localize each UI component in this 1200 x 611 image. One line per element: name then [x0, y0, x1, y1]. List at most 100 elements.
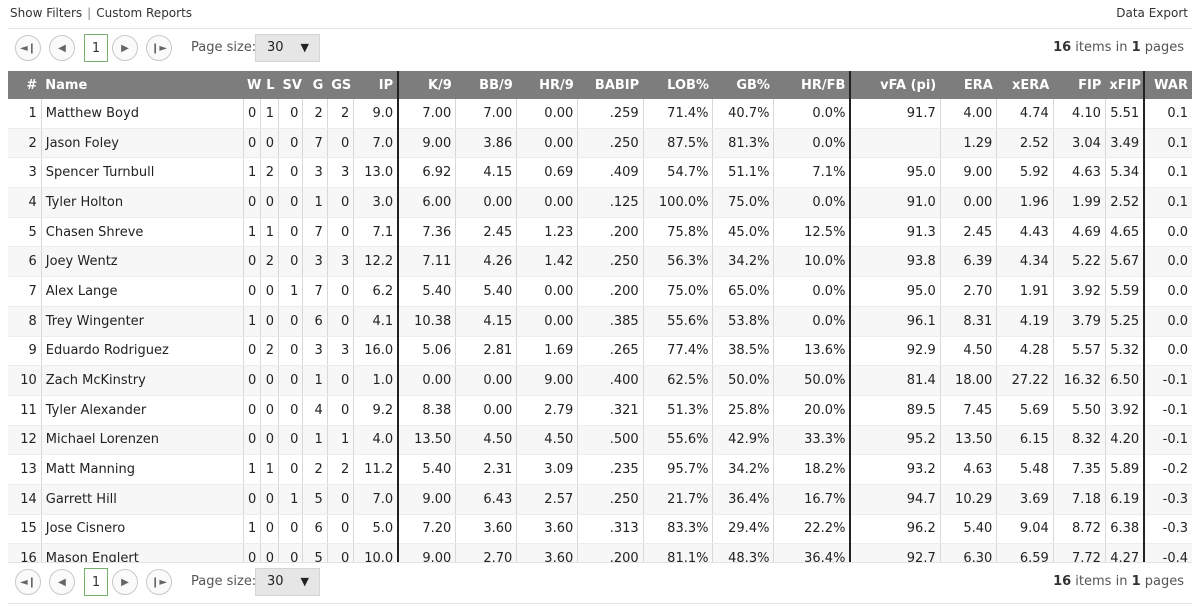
- cell-k-9: 6.92: [398, 157, 457, 189]
- current-page-number[interactable]: 1: [84, 568, 108, 596]
- cell-era: 0.00: [940, 187, 998, 218]
- cell-war: 0.1: [1144, 99, 1192, 129]
- player-name-link[interactable]: Zach McKinstry: [41, 365, 244, 396]
- cell-g: 3: [302, 157, 328, 189]
- cell-l: 0: [260, 128, 279, 159]
- player-name-link[interactable]: Jason Foley: [41, 128, 244, 159]
- cell-babip: .400: [577, 365, 644, 396]
- cell-fip: 4.69: [1053, 217, 1106, 248]
- player-name-link[interactable]: Matt Manning: [41, 454, 244, 485]
- column-header-bb-9[interactable]: BB/9: [455, 71, 517, 99]
- page-size-select[interactable]: 30 ▼: [255, 34, 320, 62]
- data-export-link[interactable]: Data Export: [1116, 6, 1188, 20]
- player-name-link[interactable]: Alex Lange: [41, 276, 244, 307]
- prev-page-icon[interactable]: ◀: [49, 569, 75, 595]
- cell-vfa-pi: 89.5: [850, 395, 941, 426]
- column-header-era[interactable]: ERA: [940, 71, 997, 99]
- column-header-lob[interactable]: LOB%: [643, 71, 713, 99]
- column-header-name[interactable]: Name: [41, 71, 244, 99]
- column-header-hr-fb[interactable]: HR/FB: [773, 71, 852, 99]
- column-header-xfip[interactable]: xFIP: [1105, 71, 1146, 99]
- column-header-l[interactable]: L: [260, 71, 279, 99]
- player-name-link[interactable]: Tyler Alexander: [41, 395, 244, 426]
- prev-page-icon[interactable]: ◀: [49, 35, 75, 61]
- next-page-icon[interactable]: ▶: [112, 35, 138, 61]
- page-size-value: 30: [267, 574, 284, 589]
- player-name-link[interactable]: Chasen Shreve: [41, 217, 244, 248]
- column-header-babip[interactable]: BABIP: [577, 71, 644, 99]
- column-header-k-9[interactable]: K/9: [398, 71, 456, 99]
- table-body: 1 Matthew Boyd 0 1 0 2 2 9.0 7.00 7.00 0.00.259 71.…: [8, 99, 1192, 574]
- column-header-hr-9[interactable]: HR/9: [516, 71, 578, 99]
- cell-babip: .313: [577, 514, 644, 545]
- cell-gb: 45.0%: [712, 217, 775, 248]
- cell-hr-9: 0.00: [516, 306, 579, 337]
- cell-hr-fb: 0.0%: [773, 276, 852, 307]
- cell-vfa-pi: 92.9: [850, 336, 941, 367]
- column-header-ip[interactable]: IP: [353, 71, 400, 99]
- custom-reports-link[interactable]: Custom Reports: [96, 6, 193, 20]
- column-header-g[interactable]: G: [302, 71, 328, 99]
- table-row: 1 Matthew Boyd 0 1 0 2 2 9.0 7.00 7.00 0.00.259 71.…: [8, 99, 1192, 129]
- cell-fip: 7.18: [1053, 484, 1106, 515]
- player-name-link[interactable]: Spencer Turnbull: [41, 157, 244, 189]
- cell-xera: 27.22: [996, 365, 1054, 396]
- cell-ip: 7.0: [353, 484, 400, 515]
- first-page-icon[interactable]: ◄❙: [15, 569, 41, 595]
- column-header-gb[interactable]: GB%: [712, 71, 774, 99]
- column-header-num[interactable]: #: [8, 71, 42, 99]
- cell-sv: 0: [278, 128, 304, 159]
- cell-g: 3: [302, 246, 328, 278]
- cell-num: 9: [8, 336, 42, 367]
- cell-g: 5: [302, 484, 328, 515]
- first-page-icon[interactable]: ◄❙: [15, 35, 41, 61]
- last-page-icon[interactable]: ❙►: [146, 35, 172, 61]
- player-name-link[interactable]: Joey Wentz: [41, 246, 244, 278]
- player-name-link[interactable]: Tyler Holton: [41, 187, 244, 218]
- column-header-fip[interactable]: FIP: [1053, 71, 1106, 99]
- cell-xera: 1.96: [996, 187, 1054, 218]
- cell-xera: 5.48: [996, 454, 1054, 485]
- cell-w: 0: [243, 187, 262, 218]
- item-count: 16: [1053, 40, 1072, 55]
- cell-sv: 1: [278, 276, 304, 307]
- cell-num: 6: [8, 246, 42, 278]
- column-header-w[interactable]: W: [243, 71, 261, 99]
- cell-xera: 4.34: [996, 246, 1054, 278]
- player-name-link[interactable]: Eduardo Rodriguez: [41, 336, 244, 367]
- cell-gs: 0: [327, 306, 355, 337]
- column-header-xera[interactable]: xERA: [996, 71, 1054, 99]
- cell-war: -0.3: [1144, 484, 1192, 515]
- cell-gb: 34.2%: [712, 454, 775, 485]
- player-name-link[interactable]: Trey Wingenter: [41, 306, 244, 337]
- column-header-vfa-pi[interactable]: vFA (pi): [850, 71, 941, 99]
- cell-sv: 0: [278, 306, 304, 337]
- cell-sv: 1: [278, 484, 304, 515]
- cell-xfip: 5.34: [1105, 157, 1146, 189]
- table-row: 12 Michael Lorenzen 0 0 0 1 1 4.0 13.50 4.50 4.50.…: [8, 425, 1192, 456]
- player-name-link[interactable]: Jose Cisnero: [41, 514, 244, 545]
- player-name-link[interactable]: Garrett Hill: [41, 484, 244, 515]
- cell-fip: 16.32: [1053, 365, 1106, 396]
- cell-babip: .200: [577, 217, 644, 248]
- cell-l: 0: [260, 276, 279, 307]
- cell-k-9: 6.00: [398, 187, 457, 218]
- column-header-gs[interactable]: GS: [327, 71, 354, 99]
- dropdown-arrow-icon: ▼: [300, 41, 309, 54]
- page-size-select[interactable]: 30 ▼: [255, 568, 320, 596]
- current-page-number[interactable]: 1: [84, 34, 108, 62]
- last-page-icon[interactable]: ❙►: [146, 569, 172, 595]
- column-header-war[interactable]: WAR: [1144, 71, 1192, 99]
- table-row: 9 Eduardo Rodriguez 0 2 0 3 3 16.0 5.06 2.81 1.69.…: [8, 336, 1192, 367]
- cell-gb: 38.5%: [712, 336, 775, 367]
- player-name-link[interactable]: Matthew Boyd: [41, 99, 244, 129]
- cell-gb: 36.4%: [712, 484, 775, 515]
- cell-l: 2: [260, 157, 279, 189]
- show-filters-link[interactable]: Show Filters: [10, 6, 83, 20]
- next-page-icon[interactable]: ▶: [112, 569, 138, 595]
- cell-ip: 4.1: [353, 306, 400, 337]
- cell-xfip: 5.25: [1105, 306, 1146, 337]
- column-header-sv[interactable]: SV: [278, 71, 303, 99]
- table-row: 15 Jose Cisnero 1 0 0 6 0 5.0 7.20 3.60 3.60.313 83…: [8, 514, 1192, 545]
- player-name-link[interactable]: Michael Lorenzen: [41, 425, 244, 456]
